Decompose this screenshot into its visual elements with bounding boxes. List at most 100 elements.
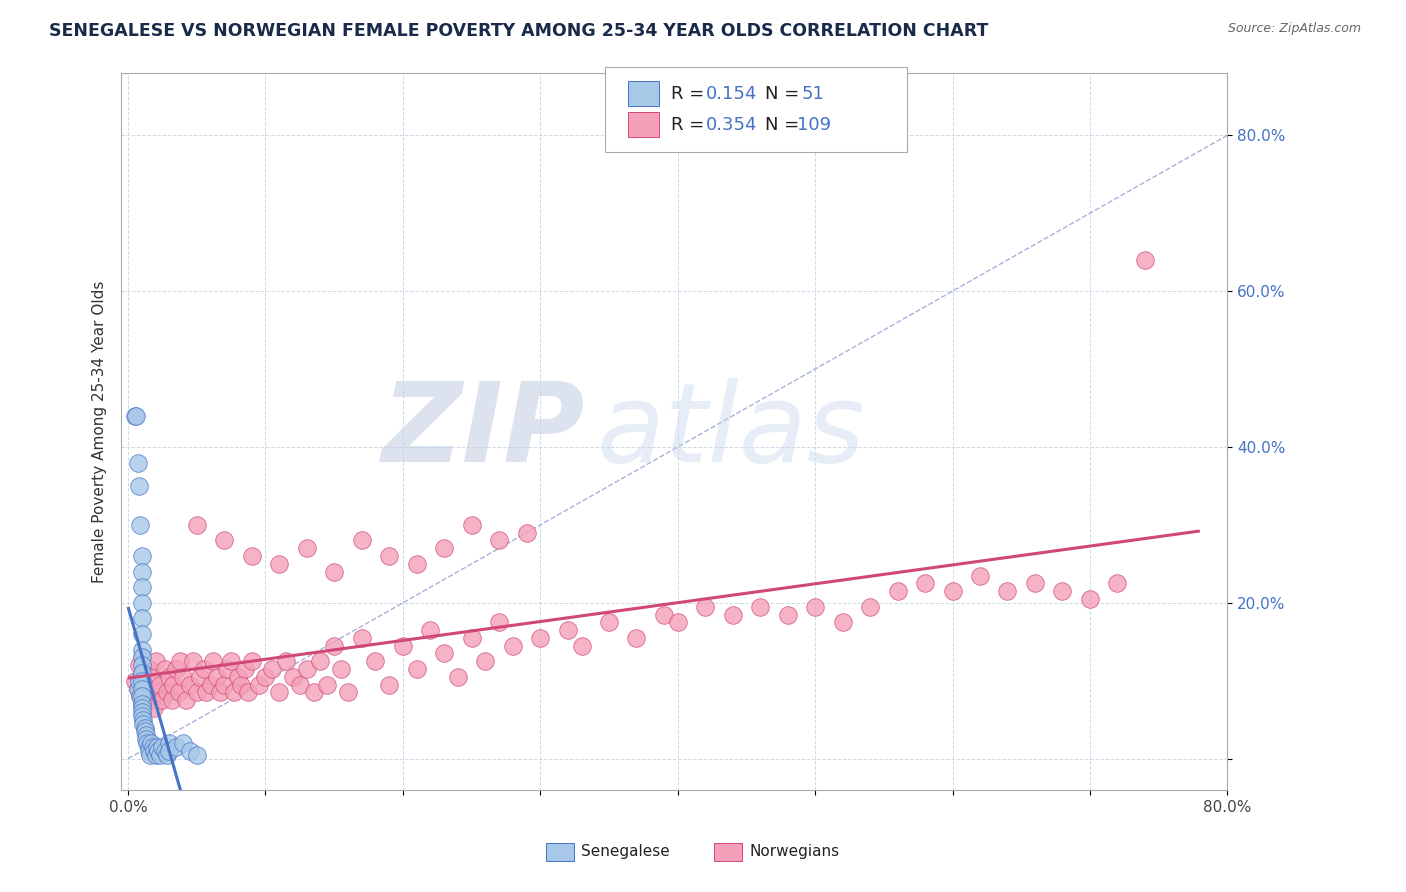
Point bbox=[138, 739, 160, 754]
Point bbox=[405, 557, 427, 571]
Point bbox=[131, 565, 153, 579]
Point bbox=[149, 678, 172, 692]
Point bbox=[131, 708, 153, 723]
Point bbox=[131, 673, 153, 688]
Text: Senegalese: Senegalese bbox=[581, 845, 669, 859]
Point bbox=[128, 479, 150, 493]
Point bbox=[129, 517, 152, 532]
Point bbox=[172, 670, 194, 684]
Point bbox=[162, 678, 184, 692]
Point bbox=[474, 654, 496, 668]
Point bbox=[749, 599, 772, 614]
Text: N =: N = bbox=[765, 116, 804, 134]
Point bbox=[131, 627, 153, 641]
Point bbox=[131, 705, 153, 719]
Point bbox=[350, 533, 373, 548]
Point bbox=[997, 584, 1019, 599]
Point bbox=[145, 654, 167, 668]
Point bbox=[174, 693, 197, 707]
Text: 0.354: 0.354 bbox=[706, 116, 758, 134]
Text: atlas: atlas bbox=[596, 378, 866, 485]
Point bbox=[167, 685, 190, 699]
Point bbox=[148, 744, 170, 758]
Point bbox=[134, 678, 156, 692]
Point bbox=[209, 685, 232, 699]
Point bbox=[323, 565, 346, 579]
Point bbox=[186, 747, 208, 762]
Point bbox=[141, 693, 163, 707]
Point bbox=[516, 525, 538, 540]
Text: ZIP: ZIP bbox=[382, 378, 586, 485]
Point bbox=[302, 685, 325, 699]
Text: 51: 51 bbox=[801, 85, 824, 103]
Point bbox=[1078, 591, 1101, 606]
Point bbox=[262, 662, 284, 676]
Point bbox=[281, 670, 304, 684]
Point bbox=[831, 615, 853, 630]
Point bbox=[165, 739, 187, 754]
Y-axis label: Female Poverty Among 25-34 Year Olds: Female Poverty Among 25-34 Year Olds bbox=[93, 280, 107, 582]
Point bbox=[460, 631, 482, 645]
Point bbox=[557, 623, 579, 637]
Point bbox=[131, 549, 153, 563]
Point bbox=[254, 670, 277, 684]
Point bbox=[274, 654, 297, 668]
Point bbox=[859, 599, 882, 614]
Point bbox=[652, 607, 675, 622]
Point bbox=[131, 697, 153, 711]
Point bbox=[447, 670, 470, 684]
Point bbox=[160, 693, 183, 707]
Point bbox=[215, 662, 238, 676]
Point bbox=[186, 517, 208, 532]
Point bbox=[131, 701, 153, 715]
Point bbox=[240, 654, 263, 668]
Point bbox=[236, 685, 259, 699]
Point bbox=[128, 658, 150, 673]
Point bbox=[721, 607, 744, 622]
Point bbox=[598, 615, 620, 630]
Text: N =: N = bbox=[765, 85, 804, 103]
Point bbox=[240, 549, 263, 563]
Point bbox=[419, 623, 441, 637]
Point bbox=[200, 678, 222, 692]
Point bbox=[135, 732, 157, 747]
Point bbox=[152, 739, 174, 754]
Point bbox=[392, 639, 415, 653]
Point bbox=[142, 739, 165, 754]
Point bbox=[153, 662, 176, 676]
Point bbox=[172, 736, 194, 750]
Point bbox=[405, 662, 427, 676]
Point bbox=[157, 744, 180, 758]
Text: Source: ZipAtlas.com: Source: ZipAtlas.com bbox=[1227, 22, 1361, 36]
Point bbox=[295, 662, 318, 676]
Point bbox=[138, 744, 160, 758]
Point bbox=[219, 654, 242, 668]
Point bbox=[134, 724, 156, 739]
Point bbox=[127, 456, 149, 470]
Point bbox=[941, 584, 963, 599]
Point bbox=[181, 654, 204, 668]
Point bbox=[214, 678, 236, 692]
Point bbox=[124, 673, 146, 688]
Point bbox=[145, 747, 167, 762]
Point bbox=[131, 611, 153, 625]
Point bbox=[214, 533, 236, 548]
Point bbox=[364, 654, 387, 668]
Point bbox=[330, 662, 353, 676]
Point bbox=[131, 658, 153, 673]
Point bbox=[153, 744, 176, 758]
Point bbox=[202, 654, 225, 668]
Point bbox=[336, 685, 359, 699]
Text: 109: 109 bbox=[797, 116, 831, 134]
Point bbox=[969, 568, 991, 582]
Point bbox=[193, 662, 215, 676]
Point bbox=[165, 662, 187, 676]
Point bbox=[131, 650, 153, 665]
Point bbox=[124, 409, 146, 423]
Point bbox=[141, 736, 163, 750]
Point bbox=[695, 599, 717, 614]
Point bbox=[132, 713, 155, 727]
Point bbox=[134, 721, 156, 735]
Point bbox=[179, 678, 201, 692]
Point bbox=[131, 697, 153, 711]
